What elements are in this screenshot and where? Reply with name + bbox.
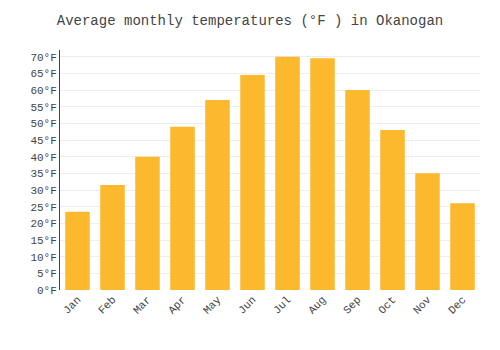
svg-text:May: May	[201, 294, 224, 317]
svg-text:70°F: 70°F	[30, 52, 56, 64]
svg-text:15°F: 15°F	[30, 235, 56, 247]
svg-text:45°F: 45°F	[30, 135, 56, 147]
svg-text:40°F: 40°F	[30, 152, 56, 164]
svg-text:Jun: Jun	[236, 294, 258, 316]
svg-text:Jul: Jul	[271, 294, 293, 316]
svg-text:Dec: Dec	[446, 294, 468, 316]
svg-text:Average monthly temperatures (: Average monthly temperatures (°F ) in Ok…	[57, 13, 443, 29]
svg-text:65°F: 65°F	[30, 68, 56, 80]
svg-text:55°F: 55°F	[30, 102, 56, 114]
svg-text:5°F: 5°F	[37, 268, 57, 280]
svg-text:30°F: 30°F	[30, 185, 56, 197]
svg-text:Nov: Nov	[411, 294, 434, 317]
svg-text:Oct: Oct	[376, 294, 398, 316]
svg-text:Aug: Aug	[306, 294, 328, 316]
svg-text:Jan: Jan	[61, 294, 83, 316]
svg-text:20°F: 20°F	[30, 218, 56, 230]
svg-text:35°F: 35°F	[30, 168, 56, 180]
svg-text:25°F: 25°F	[30, 202, 56, 214]
svg-text:Feb: Feb	[96, 294, 118, 316]
svg-text:50°F: 50°F	[30, 118, 56, 130]
svg-text:60°F: 60°F	[30, 85, 56, 97]
svg-text:0°F: 0°F	[37, 285, 57, 297]
svg-text:10°F: 10°F	[30, 252, 56, 264]
svg-text:Mar: Mar	[131, 294, 153, 316]
svg-text:Sep: Sep	[341, 294, 363, 316]
svg-text:Apr: Apr	[166, 294, 188, 316]
